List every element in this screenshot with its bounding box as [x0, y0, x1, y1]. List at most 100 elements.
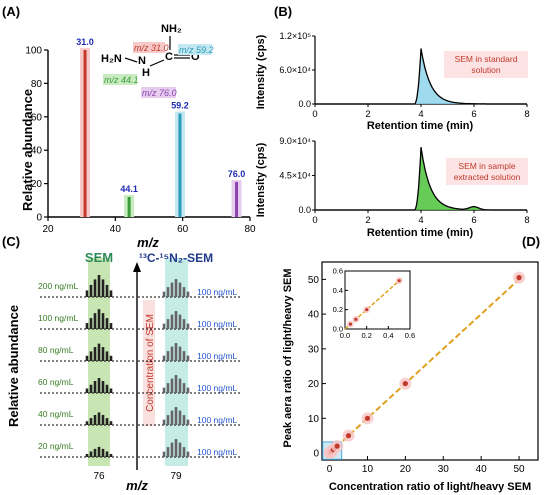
panel-d-point: [364, 415, 371, 421]
panel-c-isotope-peak: [186, 291, 190, 297]
panel-c-sem-peak: [105, 318, 109, 329]
panel-c-row-right-label: 100 ng/mL: [197, 319, 237, 329]
panel-c-sem-peak: [89, 418, 93, 425]
panel-d-xtick-label: 0: [327, 464, 333, 475]
panel-d-ytick-label: 0: [313, 449, 319, 460]
panel-b-bottom-ytick-label: 4.5×10⁴: [279, 171, 311, 181]
panel-c-isotope-peak: [182, 287, 186, 297]
panel-a-xtick-label: 80: [244, 224, 256, 235]
panel-c-sem-peak: [89, 318, 93, 329]
panel-d-label: (D): [522, 234, 540, 249]
panel-c-isotope-peak: [182, 351, 186, 361]
panel-c-isotope-peak: [174, 439, 178, 457]
panel-a-xtick-label: 40: [110, 224, 122, 235]
concentration-label-bg: [143, 300, 155, 426]
panel-c-sem-peak: [85, 453, 89, 457]
panel-c-row-right-label: 100 ng/mL: [197, 415, 237, 425]
panel-b-top-annotation-1: SEM in standard: [455, 54, 518, 64]
panel-b-top-trace: [315, 48, 527, 105]
panel-c-ylabel: Relative abundance: [6, 305, 21, 427]
panel-c-isotope-peak: [178, 378, 182, 393]
panel-c-isotope-peak: [174, 279, 178, 297]
panel-b-bottom-xtick-label: 2: [365, 215, 370, 226]
panel-c-isotope-peak: [170, 346, 174, 361]
panel-c-isotope-peak: [162, 451, 166, 457]
bond-c-n-mid: [149, 59, 165, 67]
panel-c-sem-peak: [97, 378, 101, 393]
panel-d-xlabel: Concentration ratio of light/heavy SEM: [329, 481, 531, 493]
panel-b-bottom-ytick-label: 9.0×10⁴: [279, 136, 311, 146]
panel-c-isotope-peak: [162, 355, 166, 361]
panel-a-ytick-label: 80: [31, 79, 43, 90]
panel-c-isotope-peak: [178, 410, 182, 425]
panel-b-top-xtick-label: 0: [312, 109, 317, 120]
panel-d-inset-point: [397, 279, 401, 283]
panel-c-isotope-peak: [170, 314, 174, 329]
panel-d-frame: [321, 261, 539, 461]
panel-b-bottom-annotation-2: extracted solution: [454, 172, 521, 182]
panel-d-ytick-label: 30: [308, 344, 320, 355]
panel-a-xlabel: m/z: [137, 235, 159, 250]
panel-b-bottom-annotation-bg: [446, 158, 528, 185]
panel-a-xtick-label: 60: [177, 224, 189, 235]
panel-c-isotope-peak: [182, 319, 186, 329]
panel-c-isotope-peak: [166, 383, 170, 393]
structure-nh2-top: NH₂: [161, 23, 182, 35]
panel-a-ytick-label: 20: [31, 179, 43, 190]
panel-c-sem-peak: [97, 343, 101, 361]
panel-b-label: (B): [274, 4, 292, 19]
panel-c-isotope-peak: [162, 323, 166, 329]
panel-c-isotope-peak: [170, 282, 174, 297]
panel-d-xtick-label: 40: [476, 464, 488, 475]
panel-c-isotope-peak: [178, 282, 182, 297]
panel-c-sem-peak: [101, 347, 105, 361]
panel-b-top-xtick-label: 4: [418, 109, 423, 120]
panel-d-xtick-label: 30: [438, 464, 450, 475]
panel-c-xlabel: m/z: [126, 478, 148, 493]
panel-c-isotope-peak: [166, 415, 170, 425]
panel-c-isotope-peak: [186, 323, 190, 329]
panel-a-ylabel: Relative abundance: [20, 89, 35, 211]
panel-c-row-right-label: 100 ng/mL: [197, 287, 237, 297]
panel-b-bottom-xtick-label: 6: [471, 215, 476, 226]
panel-c-isotope-peak: [174, 311, 178, 329]
panel-b-bottom-chart: 0 2 4 6 8 0.0 4.5×10⁴ 9.0×10⁴: [279, 136, 529, 226]
panel-c-row-left-label: 20 ng/mL: [38, 441, 74, 451]
panel-c-isotope-peak: [178, 346, 182, 361]
panel-c-sem-peak: [93, 448, 97, 457]
panel-b-top-xtick-label: 2: [365, 109, 370, 120]
panel-c-sem-peak: [85, 355, 89, 361]
panel-c-sem-peak: [85, 290, 89, 297]
panel-d-inset-ytick-label: 0.0: [333, 325, 343, 334]
panel-c-isotope-peak: [174, 343, 178, 361]
panel-d-point: [334, 443, 340, 449]
panel-c-isotope-peak: [186, 355, 190, 361]
panel-c-row-left-label: 80 ng/mL: [38, 345, 74, 355]
panel-b-top-ytick-label: 1.2×10⁵: [279, 31, 311, 41]
panel-c-sem-peak: [89, 451, 93, 457]
panel-c-isotope-peak: [162, 387, 166, 393]
panel-c-row-right-label: 100 ng/mL: [197, 351, 237, 361]
panel-b-bottom-annotation-1: SEM in sample: [458, 161, 515, 171]
panel-b-top-xtick-label: 8: [524, 109, 529, 120]
panel-c-sem-peak: [105, 384, 109, 393]
panel-c-isotope-peak: [186, 419, 190, 425]
panel-c-isotope-peak: [166, 351, 170, 361]
panel-d-ylabel: Peak aera ratio of light/heavy SEM: [282, 268, 294, 447]
panel-d-xtick-label: 50: [513, 464, 525, 475]
panel-a-ytick-label: 100: [25, 46, 42, 57]
frag1-highlight: [133, 42, 165, 53]
panel-d-xtick-label: 10: [362, 464, 374, 475]
panel-c-sem-peak: [101, 381, 105, 393]
panel-c-sem-peak: [109, 290, 113, 297]
panel-c-sem-peak: [97, 412, 101, 425]
panel-c-isotope-peak: [166, 447, 170, 457]
panel-c-isotope-peak: [174, 375, 178, 393]
panel-c-isotope-peak: [182, 383, 186, 393]
panel-a-label: (A): [2, 4, 20, 19]
panel-c-row-right-label: 100 ng/mL: [197, 383, 237, 393]
panel-c-isotope-peak: [162, 419, 166, 425]
panel-a-ytick-label: 60: [31, 112, 43, 123]
panel-b-top-annotation-2: solution: [471, 65, 501, 75]
